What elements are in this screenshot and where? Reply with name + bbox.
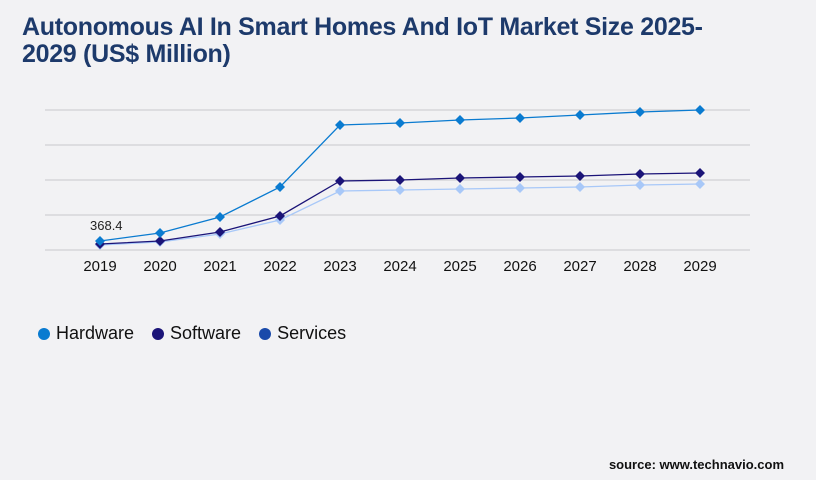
x-tick-label: 2029 xyxy=(683,258,716,275)
data-point-hardware xyxy=(575,109,585,120)
data-point-software xyxy=(575,171,585,182)
legend-item-software: Software xyxy=(152,323,241,344)
data-label: 368.4 xyxy=(90,218,123,233)
x-tick-label: 2028 xyxy=(623,258,656,275)
legend-marker-icon xyxy=(38,327,50,340)
data-point-hardware xyxy=(515,112,525,123)
data-point-software xyxy=(155,236,165,247)
data-point-software xyxy=(455,173,465,184)
data-point-services xyxy=(395,185,405,196)
data-point-hardware xyxy=(455,114,465,125)
legend-label: Services xyxy=(277,323,347,343)
data-point-services xyxy=(515,183,525,194)
x-tick-label: 2025 xyxy=(443,258,476,275)
legend-marker-icon xyxy=(259,327,272,340)
legend-label: Hardware xyxy=(56,323,135,343)
data-point-hardware xyxy=(695,105,705,115)
x-tick-label: 2022 xyxy=(263,258,296,275)
x-tick-label: 2023 xyxy=(323,258,356,275)
x-tick-label: 2021 xyxy=(203,258,236,275)
data-point-hardware xyxy=(395,117,405,128)
data-point-hardware xyxy=(215,211,225,222)
x-tick-label: 2024 xyxy=(383,258,416,275)
data-point-hardware xyxy=(155,227,165,238)
data-point-software xyxy=(335,175,345,186)
x-tick-label: 2020 xyxy=(143,258,176,275)
data-point-services xyxy=(455,184,465,195)
data-point-services xyxy=(635,179,645,190)
data-point-software xyxy=(635,169,645,180)
data-point-services xyxy=(335,186,345,197)
x-tick-label: 2026 xyxy=(503,258,536,275)
data-point-hardware xyxy=(635,106,645,117)
source-note: source: www.technavio.com xyxy=(608,457,784,472)
chart-title: Autonomous AI In Smart Homes And IoT Mar… xyxy=(22,13,703,68)
legend-item-hardware: Hardware xyxy=(38,323,134,344)
data-point-hardware xyxy=(275,181,285,192)
data-point-software xyxy=(215,226,225,237)
x-tick-label: 2019 xyxy=(83,258,116,275)
data-point-software xyxy=(395,174,405,185)
legend-item-services: Services xyxy=(259,323,346,344)
data-point-software xyxy=(515,172,525,183)
data-point-hardware xyxy=(335,119,345,130)
data-point-software xyxy=(695,168,705,179)
data-point-hardware xyxy=(95,236,105,247)
legend-marker-icon xyxy=(152,327,165,340)
data-point-software xyxy=(275,210,285,221)
legend-label: Software xyxy=(170,323,242,343)
data-point-services xyxy=(575,181,585,192)
x-tick-label: 2027 xyxy=(563,258,596,275)
data-point-services xyxy=(695,178,705,189)
legend: Hardware Software Services xyxy=(38,323,346,344)
